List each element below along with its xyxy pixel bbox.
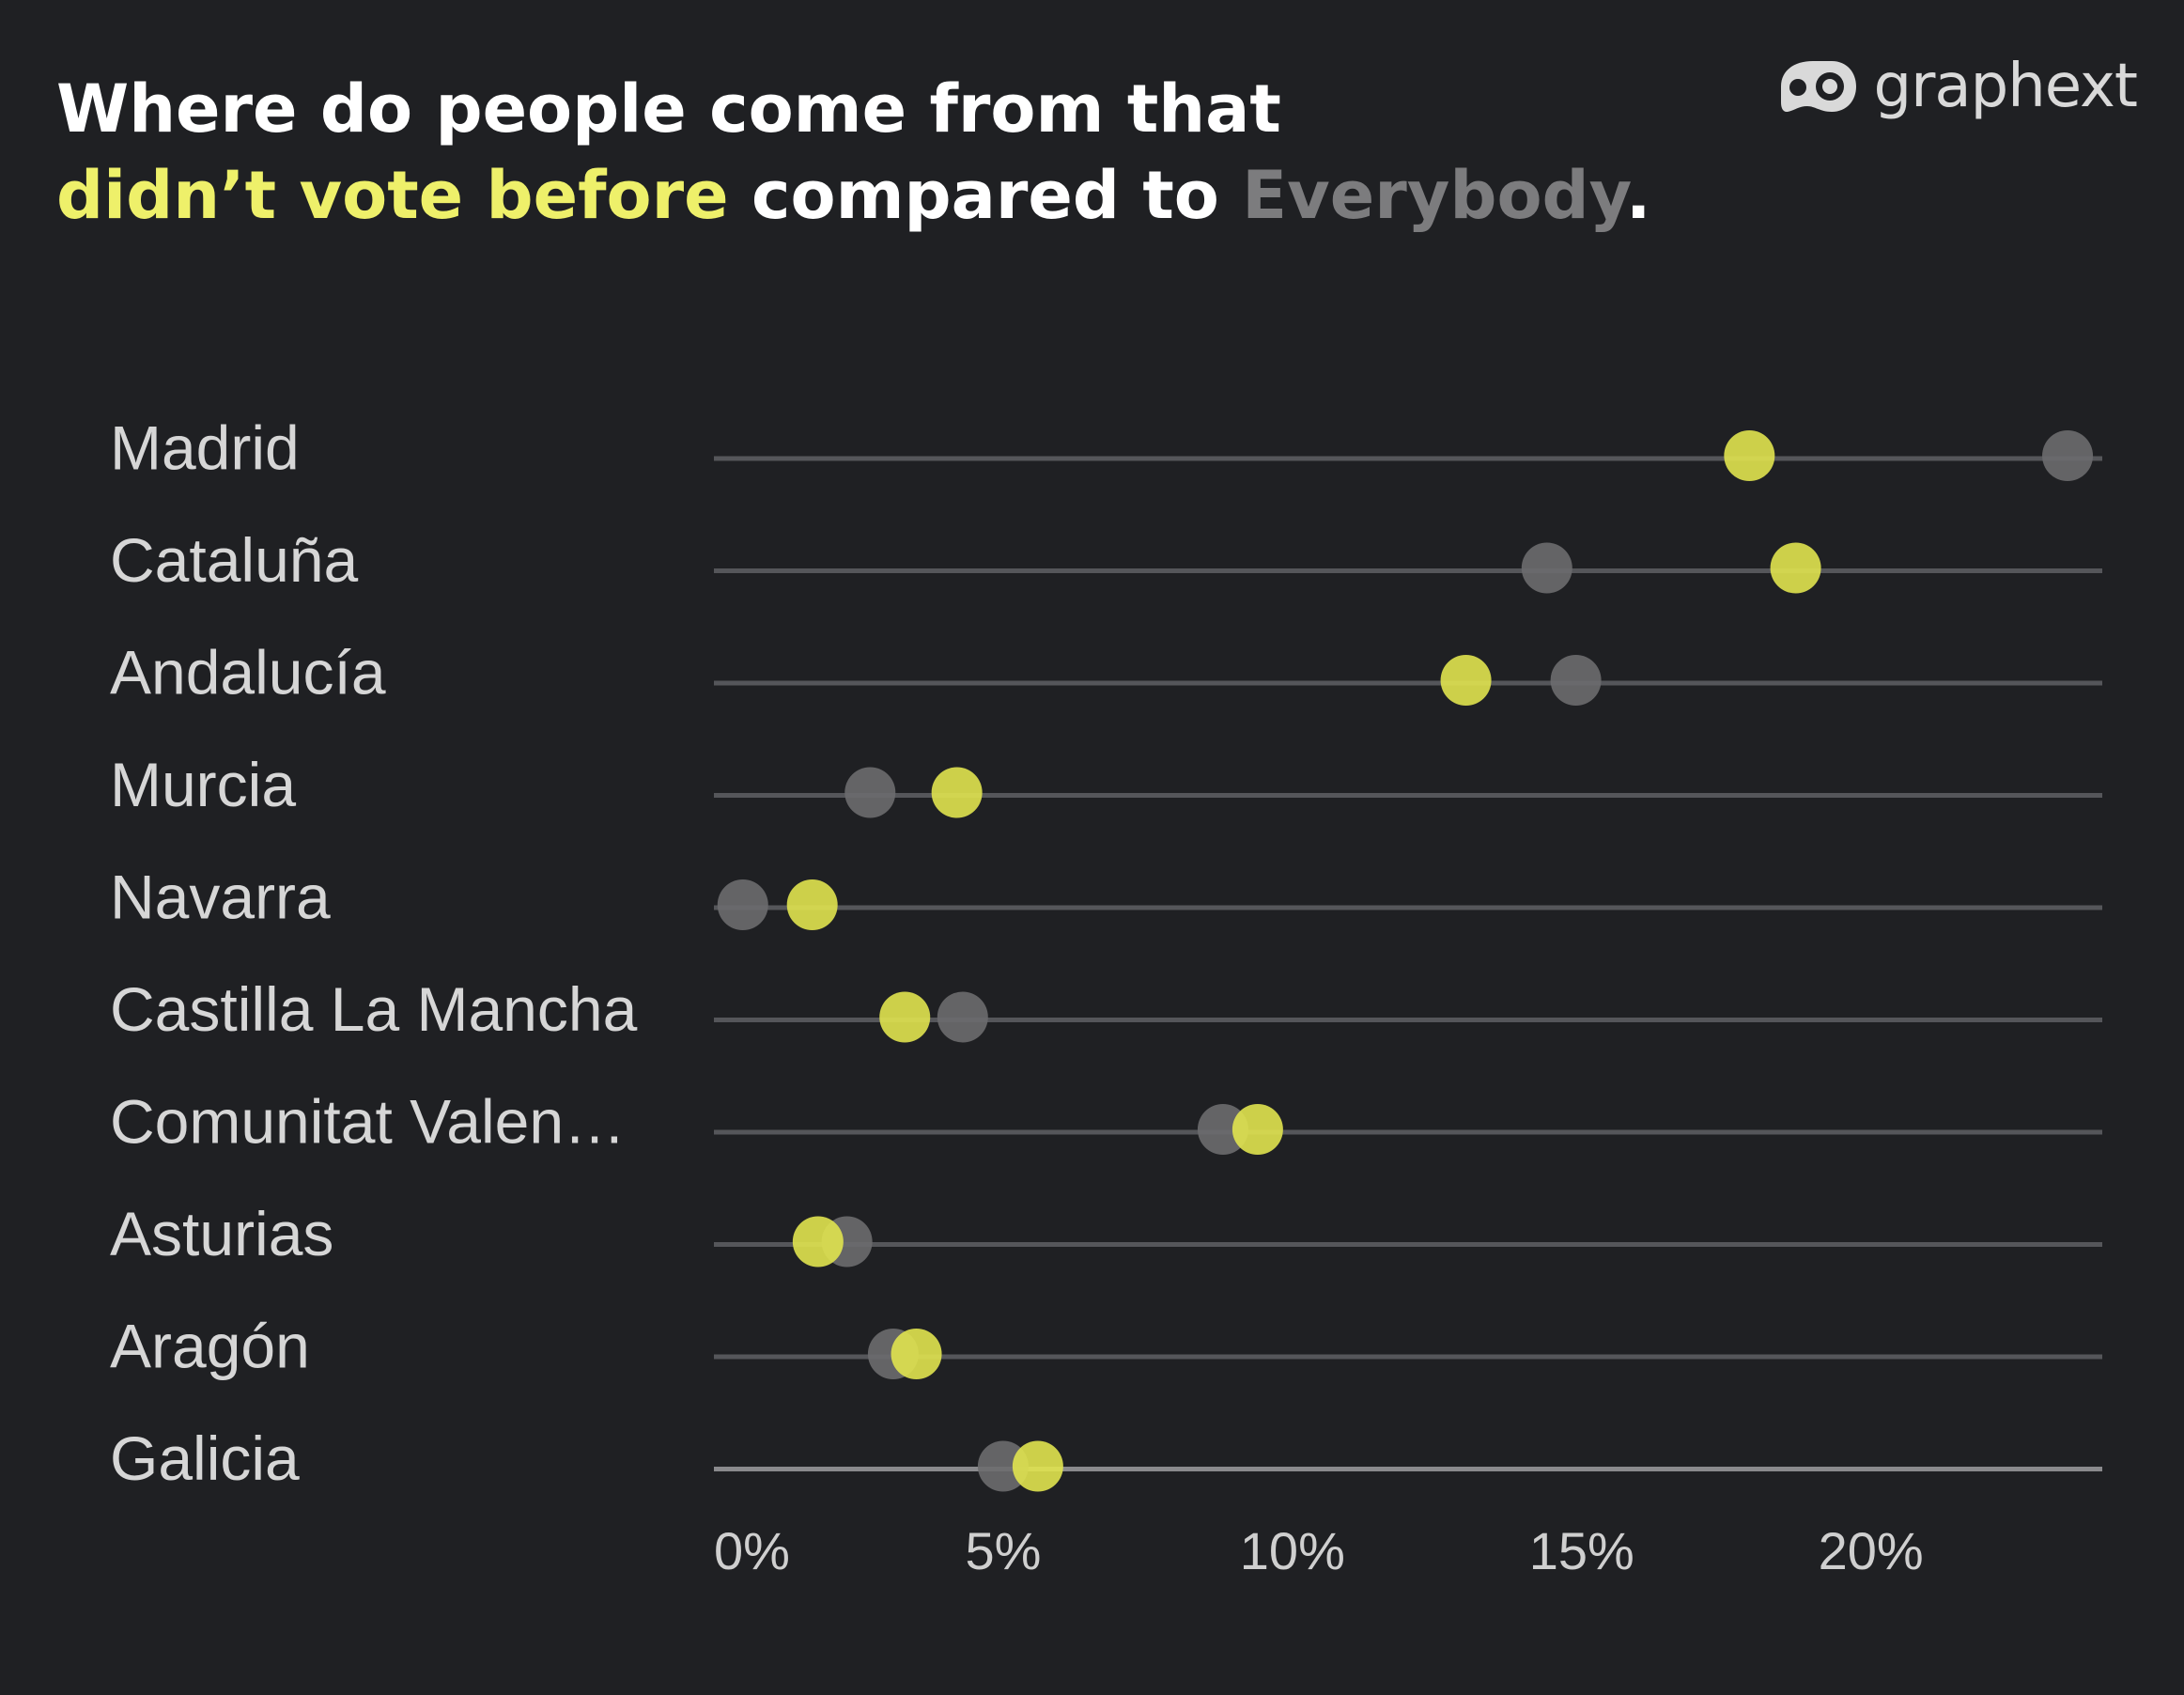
dot-new-voters (931, 767, 983, 818)
dot-new-voters (1012, 1440, 1063, 1492)
title-highlight-everybody: Everybody (1242, 157, 1626, 234)
chart-title: Where do people come from that didn’t vo… (56, 66, 1650, 239)
brand-name: graphext (1873, 52, 2138, 121)
category-label: Murcia (110, 750, 296, 819)
x-tick-label: 5% (965, 1521, 1041, 1580)
x-tick-label: 15% (1529, 1521, 1634, 1580)
x-tick-label: 20% (1819, 1521, 1924, 1580)
dot-new-voters (891, 1329, 942, 1379)
dot-everybody (1521, 542, 1572, 594)
title-end: . (1625, 157, 1651, 234)
category-label: Navarra (110, 862, 331, 931)
dot-everybody (717, 879, 768, 930)
dot-everybody (977, 1440, 1029, 1492)
dot-new-voters (786, 879, 838, 930)
dot-new-voters (1770, 542, 1821, 594)
dot-everybody (937, 991, 988, 1043)
category-label: Galicia (110, 1423, 300, 1493)
dot-new-voters (792, 1216, 844, 1267)
brand-logo: graphext (1772, 52, 2138, 121)
graphext-logo-icon (1781, 61, 1857, 112)
title-line1: Where do people come from that (56, 70, 1281, 148)
dot-everybody (844, 767, 896, 818)
category-label: Aragón (110, 1311, 310, 1380)
dot-everybody (1550, 655, 1602, 706)
category-label: Andalucía (110, 637, 386, 707)
title-highlight-new-voters: didn’t vote before (56, 157, 729, 234)
title-middle: compared to (728, 157, 1243, 234)
dot-everybody (2042, 430, 2094, 481)
category-label: Cataluña (110, 525, 358, 595)
category-label: Asturias (110, 1199, 333, 1268)
category-label: Comunitat Valen… (110, 1086, 626, 1156)
dot-new-voters (1440, 655, 1492, 706)
x-tick-label: 0% (714, 1521, 790, 1580)
category-label: Madrid (110, 412, 300, 482)
dot-new-voters (1231, 1104, 1283, 1155)
dot-everybody (1197, 1104, 1248, 1155)
category-label: Castilla La Mancha (110, 974, 638, 1044)
x-tick-label: 10% (1240, 1521, 1345, 1580)
dot-new-voters (1724, 430, 1775, 481)
dot-new-voters (879, 991, 931, 1043)
